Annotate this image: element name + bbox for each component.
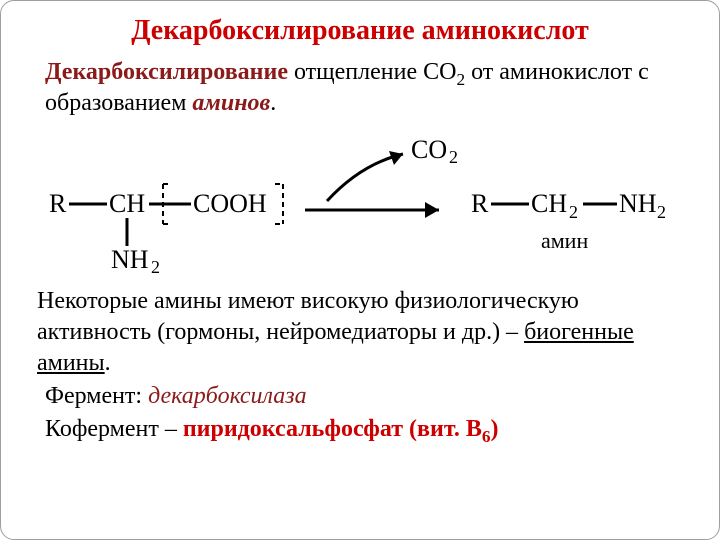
amin-label: амин bbox=[541, 228, 588, 254]
product-CH: CH bbox=[531, 189, 567, 218]
reactant-CH: CH bbox=[109, 189, 145, 218]
reactant-NH: NH bbox=[111, 245, 149, 274]
product-NH: NH bbox=[619, 189, 657, 218]
product-NH-sub: 2 bbox=[657, 202, 666, 222]
lead-t2-sub: 2 bbox=[456, 70, 465, 89]
lead-highlight-1: Декарбоксилирование bbox=[45, 59, 288, 85]
para-p3: . bbox=[105, 350, 111, 376]
lead-t5: . bbox=[270, 90, 276, 116]
cofactor-line: Кофермент – пиридоксальфосфат (вит. В6) bbox=[45, 416, 675, 443]
bracket-right bbox=[275, 184, 283, 224]
reactant-R: R bbox=[49, 189, 67, 218]
reactant-group: R CH COOH bbox=[49, 184, 283, 277]
co2-label: CO 2 bbox=[411, 135, 458, 167]
lead-paragraph: Декарбоксилирование отщепление СО2 от ам… bbox=[45, 57, 675, 118]
co2-CO: CO bbox=[411, 135, 447, 164]
biogenic-amines-paragraph: Некоторые амины имеют високую физиологич… bbox=[37, 286, 683, 378]
cofactor-label: Кофермент – bbox=[45, 416, 183, 442]
product-R: R bbox=[471, 189, 489, 218]
product-CH-sub: 2 bbox=[569, 202, 578, 222]
lead-highlight-2: аминов bbox=[192, 90, 270, 116]
reaction-svg: R CH COOH bbox=[21, 130, 701, 280]
lead-t2: отщепление СО bbox=[288, 59, 456, 85]
slide-card: Декарбоксилирование аминокислот Декарбок… bbox=[0, 0, 720, 540]
enzyme-value: декарбоксилаза bbox=[148, 383, 307, 409]
cofactor-value-b: ) bbox=[490, 416, 498, 442]
reactant-COOH: COOH bbox=[193, 189, 267, 218]
reactant-NH-sub: 2 bbox=[151, 257, 160, 277]
slide-title: Декарбоксилирование аминокислот bbox=[21, 15, 699, 47]
co2-sub: 2 bbox=[449, 147, 458, 167]
co2-release-arrow bbox=[327, 151, 403, 201]
reaction-diagram: R CH COOH bbox=[21, 130, 701, 280]
enzyme-label: Фермент: bbox=[45, 383, 148, 409]
enzyme-line: Фермент: декарбоксилаза bbox=[45, 383, 675, 410]
title-text: Декарбоксилирование аминокислот bbox=[131, 15, 589, 46]
para-p1: Некоторые амины имеют високую физиологич… bbox=[37, 288, 579, 345]
amin-label-text: амин bbox=[541, 228, 588, 253]
cofactor-value-a: пиридоксальфосфат (вит. В bbox=[183, 416, 482, 442]
product-group: R CH 2 NH 2 bbox=[471, 189, 666, 222]
reaction-arrow bbox=[305, 202, 439, 218]
